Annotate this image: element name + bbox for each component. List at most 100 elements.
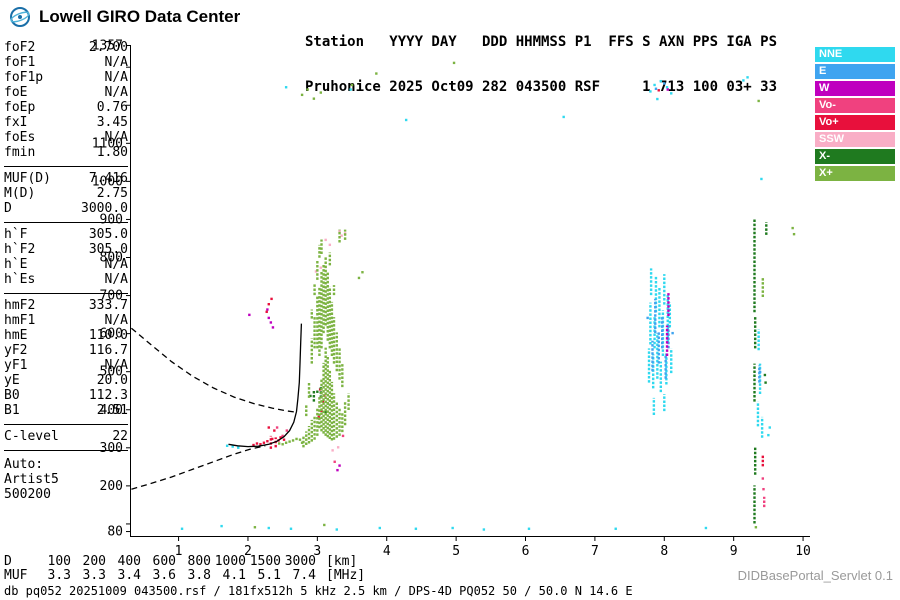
footer-row-label: MUF	[4, 568, 28, 583]
param-value-fxi: 3.45	[96, 115, 128, 130]
x-tick-label-5: 5	[452, 544, 460, 558]
param-label-hmf1: hmF1	[4, 313, 36, 328]
param-value-hmf2: 333.7	[88, 298, 128, 313]
station-header-line2: Pruhonice 2025 Oct09 282 043500 RSF 1 71…	[305, 79, 778, 95]
transmission-curve-lower	[131, 445, 266, 490]
footer-d-row: D 100 200 400 600 800 1000 1500 3000 [km]	[4, 554, 357, 569]
param-value-h-f: 305.0	[88, 227, 128, 242]
param-value-b0: 112.3	[88, 388, 128, 403]
footer-row-value-3: 3.6	[152, 568, 176, 583]
parameter-group-0: foF2 2.700 foF1 N/A foF1p N/A foE N/A foEp 0.76 fx…	[4, 36, 128, 167]
x-tick-label-6: 6	[522, 544, 530, 558]
param-value-foep: 0.76	[96, 100, 128, 115]
series-x-plus	[253, 61, 796, 529]
plot-wrap: 1357 1100 1000 900 800 700 600 500 400 300 200 80 1 2…	[88, 38, 812, 562]
parameter-group-2: h`F 305.0 h`F2 305.0 h`E N/A h`Es N/A	[4, 223, 128, 294]
param-value-foes: N/A	[104, 130, 128, 145]
footer-row-value-5: 1000	[214, 554, 246, 569]
param-label-h-f2: h`F2	[4, 242, 36, 257]
param-label-ye: yE	[4, 373, 20, 388]
param-value-fmin: 1.80	[96, 145, 128, 160]
param-value-fof1: N/A	[104, 55, 128, 70]
x-tick-label-3: 3	[313, 544, 321, 558]
station-header-line1: Station YYYY DAY DDD HHMMSS P1 FFS S AXN…	[305, 34, 778, 50]
giro-logo-icon	[10, 7, 30, 27]
param-row-hmf1: hmF1 N/A	[4, 313, 128, 328]
param-row-fof1p: foF1p N/A	[4, 70, 128, 85]
param-value-fof1p: N/A	[104, 70, 128, 85]
param-label-hmf2: hmF2	[4, 298, 36, 313]
legend-item-vo-minus: Vo-	[815, 98, 895, 113]
param-row-foep: foEp 0.76	[4, 100, 128, 115]
param-label-b1: B1	[4, 403, 20, 418]
footer-row-value-2: 3.4	[117, 568, 141, 583]
param-label-c-level: C-level	[4, 429, 59, 444]
param-row-fxi: fxI 3.45	[4, 115, 128, 130]
footer-row-value-6: 1500	[249, 554, 281, 569]
series-vo-minus	[275, 426, 766, 508]
station-header: Station YYYY DAY DDD HHMMSS P1 FFS S AXN…	[305, 5, 777, 125]
param-row-m-d: M(D) 2.75	[4, 186, 128, 201]
param-label-fof2: foF2	[4, 40, 36, 55]
x-tick-label-8: 8	[660, 544, 668, 558]
param-value-h-f2: 305.0	[88, 242, 128, 257]
param-value-yf1: N/A	[104, 358, 128, 373]
footer-row-value-0: 3.3	[47, 568, 71, 583]
param-row-b0: B0 112.3	[4, 388, 128, 403]
param-value-fof2: 2.700	[88, 40, 128, 55]
param-row-b1: B1 2.51	[4, 403, 128, 418]
auto-block: Auto: Artist5 500200	[4, 457, 128, 502]
brand-title: Lowell GIRO Data Center	[39, 7, 241, 26]
x-tick-label-1: 1	[175, 544, 183, 558]
param-label-yf2: yF2	[4, 343, 28, 358]
param-label-foe: foE	[4, 85, 28, 100]
param-value-muf-d: 7.416	[88, 171, 128, 186]
y-tick-label-800: 800	[100, 251, 123, 266]
footer-row-value-5: 4.1	[222, 568, 246, 583]
footer-row-value-6: 5.1	[257, 568, 281, 583]
source-line: db pq052 20251009 043500.rsf / 181fx512h…	[4, 584, 633, 598]
param-label-fxi: fxI	[4, 115, 28, 130]
footer-row-value-7: 7.4	[292, 568, 316, 583]
parameter-panel: foF2 2.700 foF1 N/A foF1p N/A foE N/A foEp 0.76 fx…	[4, 36, 128, 502]
param-value-foe: N/A	[104, 85, 128, 100]
auto-line-1: 500200	[4, 487, 51, 502]
param-row-foes: foEs N/A	[4, 130, 128, 145]
x-tick-label-4: 4	[383, 544, 391, 558]
y-tick-label-80: 80	[107, 525, 123, 540]
axes: 1357 1100 1000 900 800 700 600 500 400 300 200 80 1 2…	[92, 39, 811, 560]
x-tick-label-9: 9	[730, 544, 738, 558]
legend-item-w: W	[815, 81, 895, 96]
servlet-credit: DIDBasePortal_Servlet 0.1	[737, 568, 893, 583]
param-value-h-e: N/A	[104, 257, 128, 272]
param-row-h-e: h`E N/A	[4, 257, 128, 272]
parameter-group-3: hmF2 333.7 hmF1 N/A hmE 110.0 yF2 116.7 yF1 N/A yE…	[4, 294, 128, 425]
footer-row-value-7: 3000	[284, 554, 316, 569]
x-tick-label-2: 2	[244, 544, 252, 558]
footer-row-value-2: 400	[117, 554, 141, 569]
param-label-muf-d: MUF(D)	[4, 171, 51, 186]
param-label-hme: hmE	[4, 328, 28, 343]
footer-row-value-4: 800	[187, 554, 211, 569]
y-tick-label-400: 400	[100, 403, 123, 418]
legend-item-vo-plus: Vo+	[815, 115, 895, 130]
transmission-curve-upper	[130, 327, 297, 413]
legend-item-x-plus: X+	[815, 166, 895, 181]
param-label-h-e: h`E	[4, 257, 28, 272]
param-label-yf1: yF1	[4, 358, 28, 373]
y-tick-label-1000: 1000	[92, 174, 123, 189]
footer-row-label: D	[4, 554, 12, 569]
footer-row-unit: [km]	[326, 554, 358, 569]
param-label-fof1: foF1	[4, 55, 36, 70]
param-row-d: D 3000.0	[4, 201, 128, 216]
ionogram-plot: 1357 1100 1000 900 800 700 600 500 400 300 200 80 1 2…	[92, 39, 811, 560]
param-value-hme: 110.0	[88, 328, 128, 343]
y-tick-label-1357: 1357	[92, 39, 123, 54]
param-value-d: 3000.0	[81, 201, 128, 216]
artist-f-trace	[228, 323, 303, 448]
param-value-h-es: N/A	[104, 272, 128, 287]
footer-row-value-1: 3.3	[82, 568, 106, 583]
series-x-minus	[309, 218, 768, 524]
param-row-fmin: fmin 1.80	[4, 145, 128, 160]
